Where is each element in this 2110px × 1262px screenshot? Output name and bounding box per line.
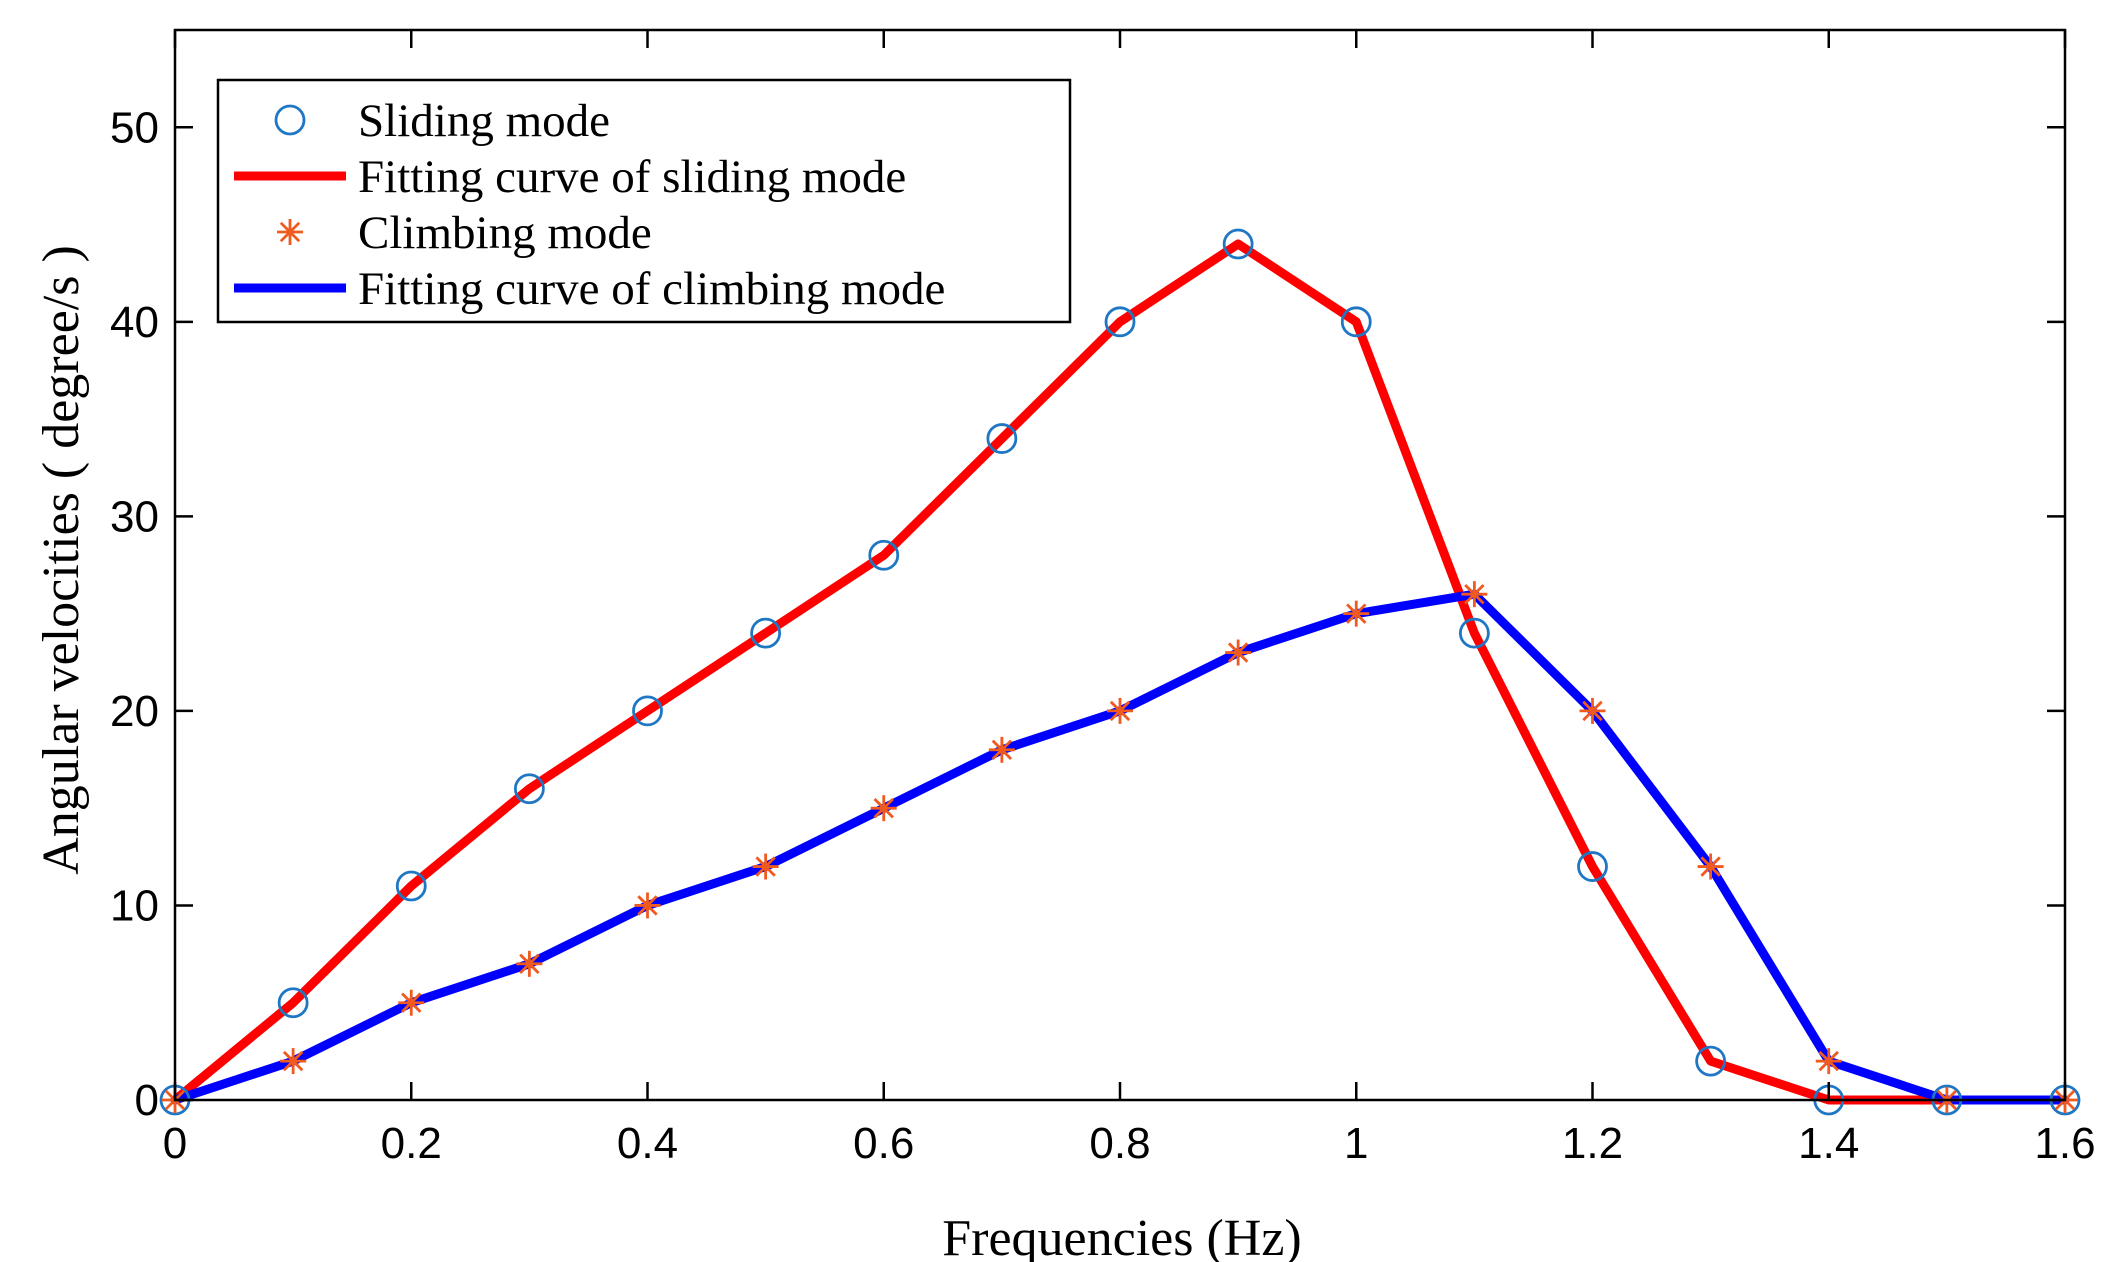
sliding-mode-point xyxy=(1695,1045,1727,1077)
climbing-mode-point-stroke xyxy=(1346,603,1367,624)
climbing-mode-point-stroke xyxy=(1700,856,1721,877)
climbing-mode-point xyxy=(1815,1048,1842,1075)
x-axis-title: Frequencies (Hz) xyxy=(942,1210,1302,1262)
climbing-mode-point xyxy=(1461,581,1488,608)
climbing-mode-point-stroke xyxy=(401,992,422,1013)
sliding-mode-point xyxy=(868,539,900,571)
climbing-mode-point-stroke xyxy=(1464,583,1485,605)
climbing-mode-point xyxy=(988,736,1015,763)
sliding-mode-point xyxy=(750,617,782,649)
climbing-mode-point xyxy=(752,853,779,880)
sliding-mode-point xyxy=(1104,306,1136,338)
legend-circle-sample xyxy=(274,104,306,136)
legend-label: Fitting curve of climbing mode xyxy=(358,263,945,315)
legend-asterisk-sample xyxy=(277,219,303,245)
legend-asterisk-sample-stroke xyxy=(279,221,301,243)
x-tick-label: 0.8 xyxy=(1089,1119,1150,1168)
climbing-mode-point-stroke xyxy=(755,856,776,877)
sliding-mode-point xyxy=(513,773,545,805)
climbing-mode-point xyxy=(1107,697,1133,724)
legend-box xyxy=(216,78,1072,324)
climbing-mode-point xyxy=(280,1048,307,1075)
y-tick-label: 20 xyxy=(110,687,159,736)
climbing-mode-point-stroke xyxy=(637,895,658,916)
legend-label: Sliding mode xyxy=(358,95,610,147)
climbing-mode-point xyxy=(1579,697,1606,724)
sliding-mode-point xyxy=(1577,851,1608,882)
axes-layer: 0 0.2 0.4 0.6 0.8 1 1.2 1.4 1.6 0 10 20 30 40 50 xyxy=(110,28,2096,1168)
climbing-mode-point xyxy=(870,795,897,822)
x-tick-label: 0 xyxy=(163,1119,187,1168)
series-line-1 xyxy=(170,239,2070,1105)
climbing-mode-point xyxy=(1697,853,1724,880)
climbing-mode-point xyxy=(516,950,543,977)
x-tick-label: 0.4 xyxy=(617,1119,678,1168)
x-tick-label: 1.4 xyxy=(1798,1119,1859,1168)
sliding-mode-point xyxy=(1222,228,1254,260)
y-tick-label: 40 xyxy=(110,298,159,347)
plot-layer xyxy=(159,228,2081,1116)
legend-label: Climbing mode xyxy=(358,207,652,259)
climbing-mode-point-stroke xyxy=(282,1050,304,1072)
climbing-mode-point-stroke xyxy=(873,797,894,819)
x-tick-label: 1 xyxy=(1344,1119,1368,1168)
x-tick-label: 1.2 xyxy=(1562,1119,1623,1168)
climbing-mode-point-stroke xyxy=(519,953,540,975)
y-tick-label: 10 xyxy=(110,881,159,930)
y-tick-label: 50 xyxy=(110,103,159,152)
climbing-mode-point-stroke xyxy=(991,739,1013,761)
sliding-mode-point xyxy=(395,870,427,902)
climbing-mode-point xyxy=(634,892,661,919)
climbing-mode-point-stroke xyxy=(1582,700,1603,722)
climbing-mode-point xyxy=(1343,600,1370,627)
sliding-mode-point xyxy=(1458,617,1490,649)
legend-label: Fitting curve of sliding mode xyxy=(358,151,906,203)
sliding-mode-point xyxy=(632,695,663,727)
sliding-mode-point xyxy=(1340,306,1372,338)
sliding-mode-point xyxy=(986,423,1018,454)
x-tick-label: 0.2 xyxy=(381,1119,442,1168)
climbing-mode-point xyxy=(1225,639,1252,666)
climbing-mode-point-stroke xyxy=(1109,700,1131,722)
climbing-mode-point-stroke xyxy=(1818,1050,1839,1072)
sliding-mode-point xyxy=(277,987,309,1019)
y-axis-title: Angular velocities ( degree/s ) xyxy=(33,245,90,875)
x-tick-label: 1.6 xyxy=(2034,1119,2095,1168)
x-tick-label: 0.6 xyxy=(853,1119,914,1168)
y-tick-label: 30 xyxy=(110,492,159,541)
climbing-mode-point-stroke xyxy=(1227,642,1249,663)
climbing-mode-point xyxy=(398,989,425,1016)
y-tick-label: 0 xyxy=(135,1076,159,1125)
